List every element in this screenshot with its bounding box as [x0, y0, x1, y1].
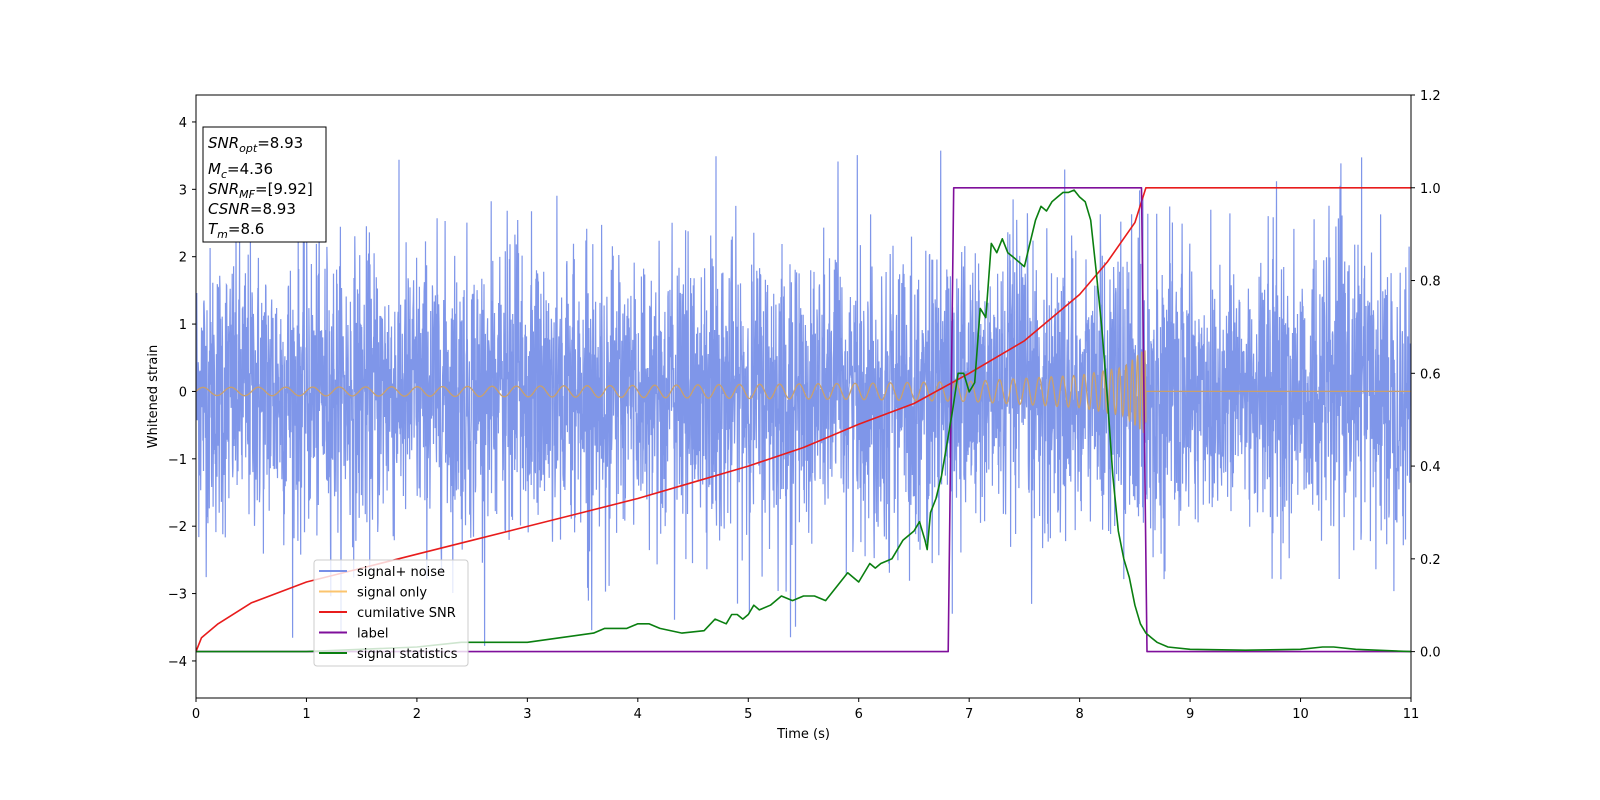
annotation-subscript: opt [239, 142, 258, 155]
x-tick-label: 7 [965, 707, 973, 722]
axis-ticks: 0 1 2 3 4 5 6 7 8 9 10 1143210−1−2−3−41.21.00.80.60… [168, 89, 1441, 722]
annotation-subscript: MF [239, 188, 255, 201]
x-tick-label: 1 [302, 707, 310, 722]
series-signal-only [196, 350, 1411, 434]
legend-label: label [357, 627, 388, 642]
annotation-value: =8.93 [257, 134, 303, 152]
x-tick-label: 10 [1292, 707, 1309, 722]
annotation-line: CSNR=8.93 [208, 200, 296, 218]
annotation-line: SNRopt=8.93 [208, 134, 303, 155]
annotation-value: =8.6 [228, 220, 264, 238]
legend-label: signal+ noise [357, 565, 445, 580]
axes-frame [195, 94, 1412, 699]
annotation-symbol: M [208, 160, 221, 178]
annotation-line: Tm=8.6 [208, 220, 264, 241]
x-tick-label: 5 [744, 707, 752, 722]
series-signal-statistics [196, 189, 1411, 653]
y-left-tick-label: 2 [179, 251, 187, 266]
annotation-line: Mc=4.36 [208, 160, 273, 181]
y-left-tick-label: −1 [168, 453, 187, 468]
y-right-tick-label: 0.8 [1420, 275, 1441, 290]
annotation-box: SNRopt=8.93Mc=4.36SNRMF=[9.92]CSNR=8.93T… [202, 126, 327, 243]
series-cumulative-snr [196, 187, 1411, 652]
annotation-frame [202, 126, 327, 243]
y-left-tick-label: 4 [179, 116, 187, 131]
annotation-subscript: c [221, 168, 227, 181]
plot-area [196, 150, 1411, 653]
x-tick-label: 9 [1186, 707, 1194, 722]
legend-frame [313, 559, 469, 667]
y-right-tick-label: 0.6 [1420, 367, 1441, 382]
y-right-tick-label: 0.2 [1420, 553, 1441, 568]
x-axis-label: Time (s) [776, 727, 830, 742]
series-label [196, 187, 1411, 653]
x-tick-label: 8 [1075, 707, 1083, 722]
y-left-tick-label: 3 [179, 183, 187, 198]
legend: signal+ noise signal only cumilative SNR la… [313, 559, 469, 667]
x-tick-label: 0 [192, 707, 200, 722]
y-right-tick-label: 0.4 [1420, 460, 1441, 475]
annotation-symbol: SNR [208, 134, 239, 152]
x-tick-label: 6 [855, 707, 863, 722]
y-axis-label: Whitened strain [146, 345, 161, 448]
y-right-tick-label: 0.0 [1420, 646, 1441, 661]
x-tick-label: 4 [634, 707, 642, 722]
annotation-line: SNRMF=[9.92] [208, 180, 313, 201]
y-right-tick-label: 1.2 [1420, 89, 1441, 104]
legend-label: signal statistics [357, 647, 458, 662]
y-right-tick-label: 1.0 [1420, 182, 1441, 197]
annotation-symbol: T [208, 220, 219, 238]
x-tick-label: 11 [1403, 707, 1420, 722]
legend-label: signal only [357, 586, 427, 601]
annotation-subscript: m [217, 228, 228, 241]
annotation-value: =[9.92] [255, 180, 313, 198]
plot-clip-group [196, 150, 1411, 653]
annotation-value: =4.36 [227, 160, 273, 178]
annotation-symbol: CSNR [208, 200, 250, 218]
y-left-tick-label: −2 [168, 520, 187, 535]
annotation-symbol: SNR [208, 180, 239, 198]
y-left-tick-label: −3 [168, 588, 187, 603]
y-left-tick-label: 1 [179, 318, 187, 333]
y-left-tick-label: 0 [179, 385, 187, 400]
x-tick-label: 3 [523, 707, 531, 722]
x-tick-label: 2 [413, 707, 421, 722]
legend-label: cumilative SNR [357, 606, 456, 621]
y-left-tick-label: −4 [168, 655, 187, 670]
annotation-value: =8.93 [250, 200, 296, 218]
